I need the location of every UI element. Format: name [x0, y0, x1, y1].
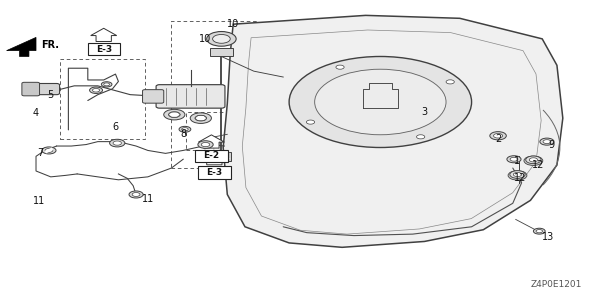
Circle shape [198, 141, 213, 148]
Circle shape [314, 69, 446, 135]
Text: E-3: E-3 [96, 45, 112, 54]
Text: 2: 2 [495, 134, 501, 144]
Circle shape [507, 156, 521, 163]
Circle shape [510, 171, 525, 178]
Text: 3: 3 [421, 107, 428, 117]
Text: 6: 6 [113, 122, 119, 132]
Circle shape [212, 35, 230, 43]
Circle shape [508, 171, 527, 180]
Text: E-3: E-3 [206, 168, 222, 177]
Text: 1: 1 [514, 156, 520, 166]
Circle shape [45, 148, 53, 153]
Text: 13: 13 [542, 232, 554, 242]
Bar [209, 48, 233, 56]
Text: 10: 10 [227, 19, 240, 29]
Text: 12: 12 [514, 173, 526, 183]
Circle shape [110, 139, 125, 147]
Circle shape [101, 82, 112, 87]
Circle shape [336, 65, 344, 69]
Circle shape [306, 120, 314, 124]
Circle shape [543, 140, 551, 144]
Circle shape [417, 135, 425, 139]
Polygon shape [91, 28, 117, 42]
FancyBboxPatch shape [33, 83, 60, 95]
Circle shape [524, 156, 543, 165]
Circle shape [179, 126, 191, 132]
Circle shape [182, 128, 188, 131]
Text: 9: 9 [548, 140, 554, 150]
Text: 4: 4 [33, 108, 39, 118]
Text: 11: 11 [142, 194, 154, 204]
Circle shape [206, 32, 236, 46]
Polygon shape [201, 152, 227, 165]
Text: Z4P0E1201: Z4P0E1201 [531, 280, 582, 289]
FancyBboxPatch shape [156, 85, 225, 108]
Circle shape [446, 80, 454, 84]
Text: 11: 11 [33, 196, 45, 206]
Circle shape [104, 83, 110, 86]
Text: 8: 8 [180, 129, 186, 139]
Text: E-2: E-2 [204, 151, 219, 160]
Circle shape [490, 132, 506, 140]
Circle shape [494, 134, 503, 138]
Circle shape [512, 173, 523, 178]
Circle shape [113, 141, 122, 145]
Circle shape [90, 87, 103, 94]
Polygon shape [6, 37, 36, 56]
Circle shape [129, 191, 143, 198]
Circle shape [164, 109, 185, 120]
Text: FR.: FR. [41, 40, 59, 50]
Circle shape [93, 88, 100, 92]
Polygon shape [198, 135, 224, 148]
Bar [211, 152, 231, 161]
FancyBboxPatch shape [22, 82, 40, 96]
Polygon shape [223, 15, 563, 247]
Circle shape [289, 56, 471, 148]
Circle shape [132, 193, 140, 196]
Text: 7: 7 [38, 148, 44, 158]
Circle shape [526, 156, 541, 164]
Circle shape [169, 112, 180, 117]
Text: 10: 10 [199, 34, 212, 44]
Circle shape [190, 113, 211, 123]
Bar [195, 150, 228, 162]
Text: 5: 5 [48, 90, 54, 100]
Text: 12: 12 [532, 160, 545, 170]
Circle shape [540, 138, 554, 145]
Text: eReplacementParts.com: eReplacementParts.com [202, 140, 388, 155]
Circle shape [529, 158, 537, 162]
FancyBboxPatch shape [143, 90, 164, 103]
Bar [87, 43, 120, 55]
Circle shape [42, 147, 56, 154]
Circle shape [536, 230, 543, 233]
Circle shape [528, 158, 539, 163]
Circle shape [195, 115, 206, 121]
Circle shape [533, 228, 545, 234]
Circle shape [513, 173, 522, 177]
Bar [198, 166, 231, 179]
Circle shape [201, 142, 209, 147]
Circle shape [510, 157, 518, 161]
